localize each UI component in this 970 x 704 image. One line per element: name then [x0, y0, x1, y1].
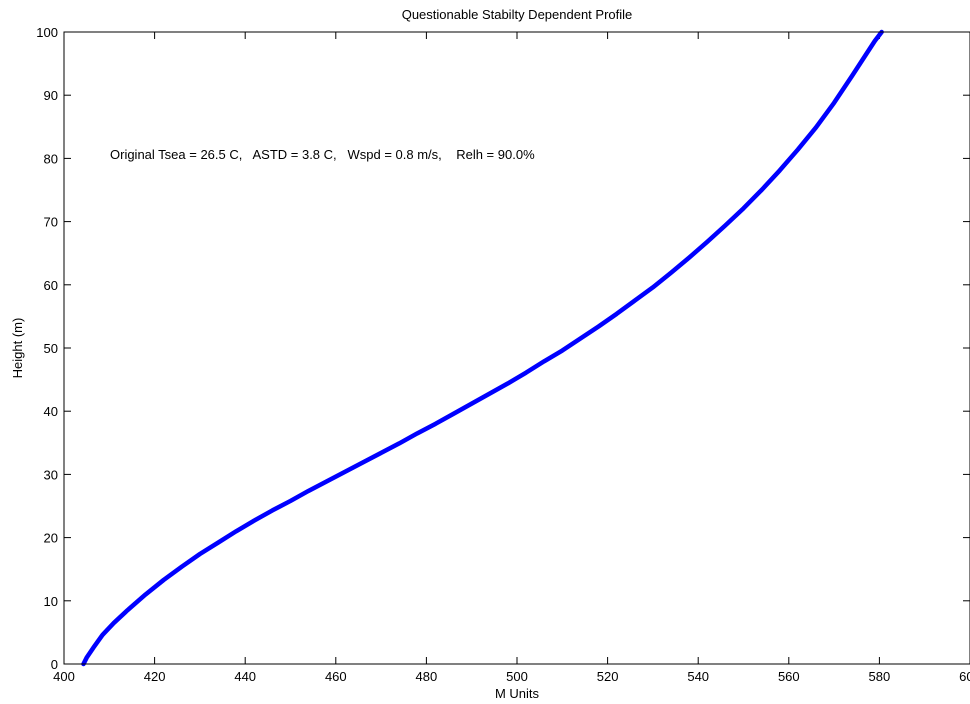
x-tick-label-0: 400: [53, 669, 75, 684]
y-tick-label-4: 40: [44, 404, 58, 419]
x-tick-label-4: 480: [416, 669, 438, 684]
x-tick-label-7: 540: [687, 669, 709, 684]
y-tick-label-8: 80: [44, 151, 58, 166]
series-line-0: [81, 29, 884, 667]
chart-annotation: Original Tsea = 26.5 C, ASTD = 3.8 C, Ws…: [110, 147, 535, 162]
chart-title: Questionable Stabilty Dependent Profile: [402, 7, 633, 22]
plot-area: [64, 32, 970, 664]
plot-frame: [63, 31, 970, 665]
y-tick-label-1: 10: [44, 594, 58, 609]
y-tick-label-9: 90: [44, 88, 58, 103]
ticks-layer: 400 420 440 460 480 500 520 540 560 580 600 0 10 20 30…: [36, 25, 970, 684]
x-tick-label-10: 600: [959, 669, 970, 684]
x-tick-label-2: 440: [234, 669, 256, 684]
x-tick-label-5: 500: [506, 669, 528, 684]
y-tick-label-5: 50: [44, 341, 58, 356]
x-tick-label-8: 560: [778, 669, 800, 684]
x-tick-label-9: 580: [869, 669, 891, 684]
y-tick-label-3: 30: [44, 467, 58, 482]
y-tick-label-6: 60: [44, 278, 58, 293]
y-tick-label-7: 70: [44, 215, 58, 230]
x-tick-label-3: 460: [325, 669, 347, 684]
x-tick-label-1: 420: [144, 669, 166, 684]
y-tick-label-0: 0: [51, 657, 58, 672]
x-tick-label-6: 520: [597, 669, 619, 684]
x-axis-title: M Units: [495, 686, 540, 701]
y-tick-label-2: 20: [44, 531, 58, 546]
y-tick-label-10: 100: [36, 25, 58, 40]
y-axis-title: Height (m): [10, 318, 25, 379]
